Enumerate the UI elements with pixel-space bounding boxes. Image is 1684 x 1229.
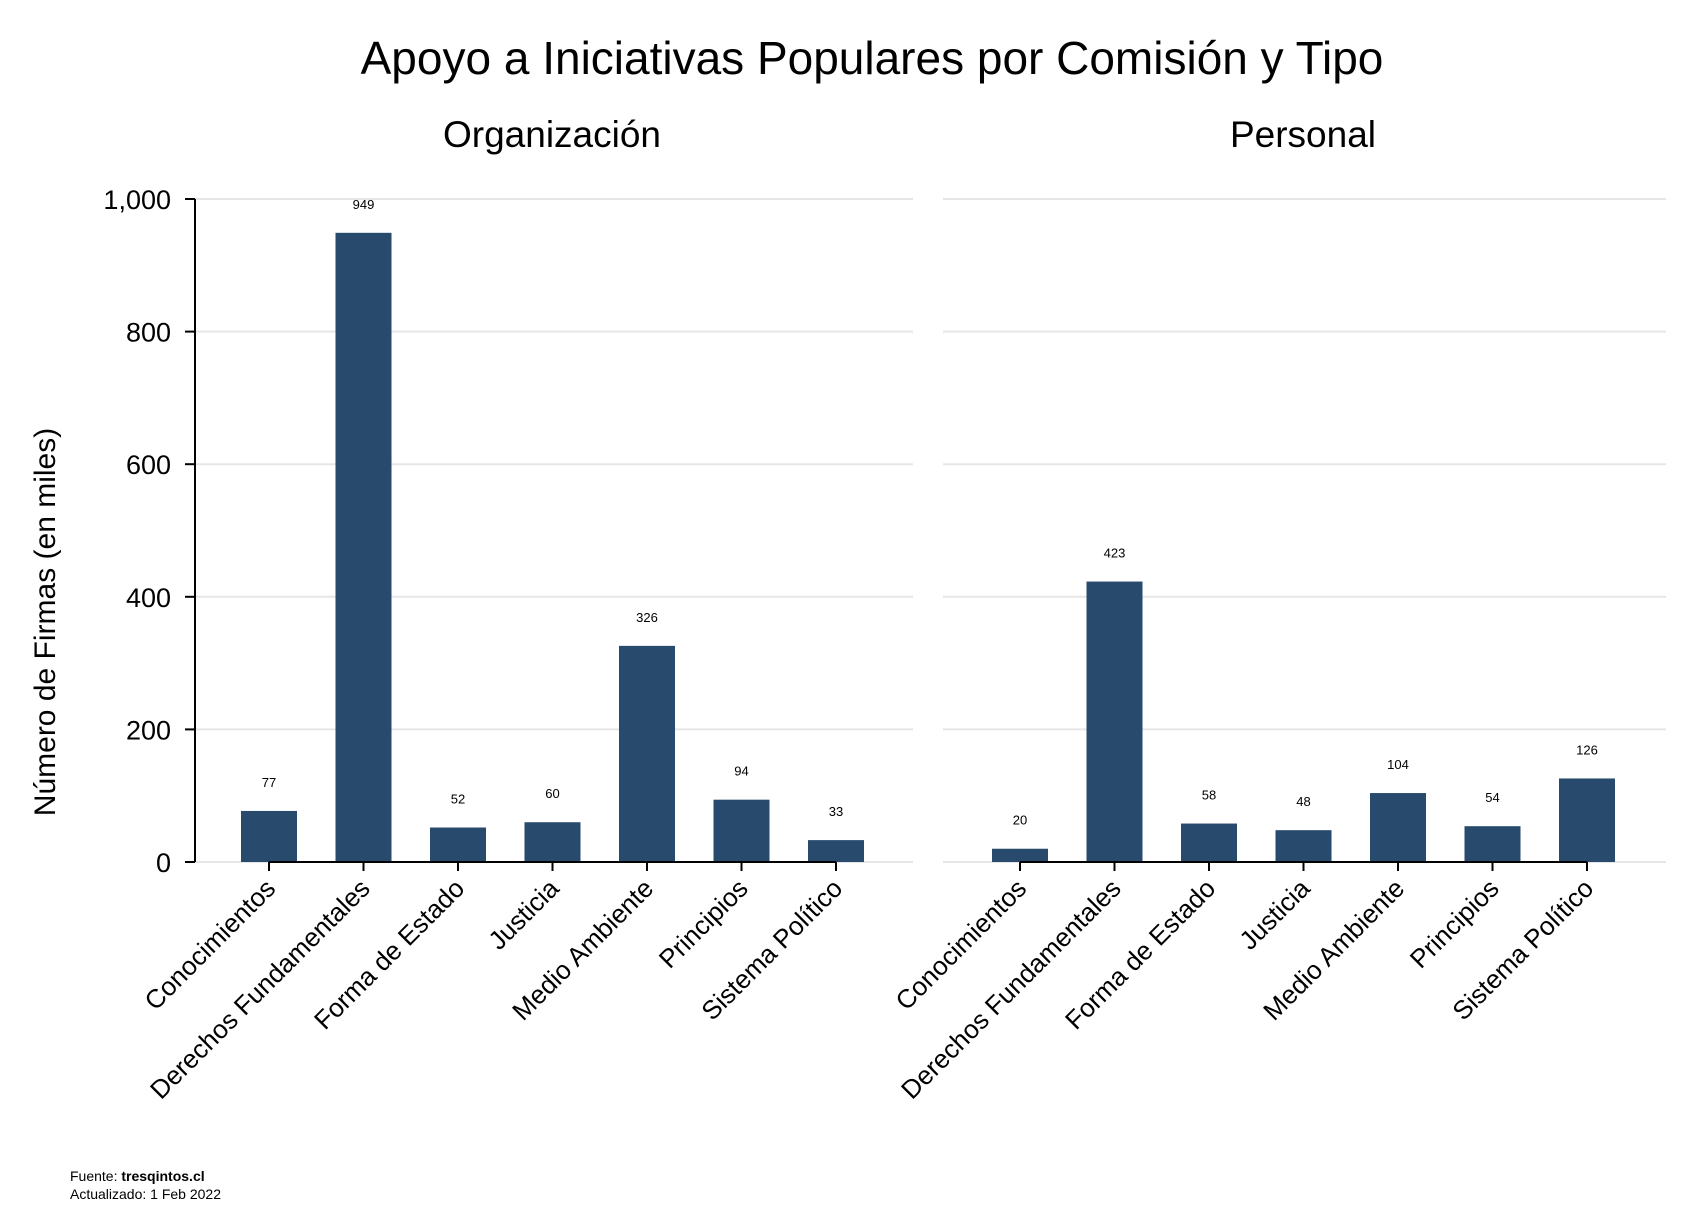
y-tick-label: 0	[156, 848, 171, 878]
bar	[808, 840, 864, 862]
data-label: 77	[262, 775, 276, 790]
data-label: 949	[353, 197, 375, 212]
x-tick-label: Justicia	[1233, 873, 1316, 956]
panel-title: Organización	[443, 114, 661, 155]
data-label: 423	[1104, 546, 1126, 561]
bar	[992, 848, 1048, 862]
y-tick-label: 600	[126, 450, 171, 480]
data-label: 94	[734, 764, 748, 779]
x-tick-label: Justicia	[482, 873, 565, 956]
data-label: 58	[1202, 788, 1216, 803]
bar	[619, 645, 675, 862]
footer-source-value: tresqintos.cl	[121, 1168, 204, 1184]
data-label: 33	[829, 804, 843, 819]
footer-source-label: Fuente:	[70, 1168, 121, 1184]
data-label: 126	[1576, 742, 1598, 757]
bar	[1181, 823, 1237, 862]
bar	[241, 810, 297, 862]
bar	[1275, 830, 1332, 862]
data-label: 326	[636, 610, 658, 625]
bar	[1559, 778, 1615, 862]
panel-1: Organización02004006008001,00077Conocimi…	[103, 114, 913, 1105]
bar	[524, 822, 581, 862]
data-label: 104	[1387, 757, 1409, 772]
y-tick-label: 1,000	[103, 185, 171, 215]
x-tick-label: Principios	[653, 873, 754, 974]
bar	[430, 827, 486, 862]
data-label: 52	[451, 792, 465, 807]
footer-updated: Actualizado: 1 Feb 2022	[70, 1186, 221, 1202]
panels-layer: Organización02004006008001,00077Conocimi…	[103, 114, 1666, 1105]
data-label: 20	[1013, 813, 1027, 828]
bar	[1370, 793, 1426, 862]
data-label: 48	[1296, 794, 1310, 809]
bar	[1086, 581, 1143, 862]
bar	[1464, 826, 1521, 862]
panel-title: Personal	[1230, 114, 1376, 155]
y-tick-label: 400	[126, 583, 171, 613]
x-tick-label: Principios	[1404, 873, 1505, 974]
bar	[713, 799, 770, 862]
y-axis-label: Número de Firmas (en miles)	[29, 428, 62, 816]
y-tick-label: 200	[126, 715, 171, 745]
chart-title: Apoyo a Iniciativas Populares por Comisi…	[361, 32, 1384, 84]
y-tick-label: 800	[126, 318, 171, 348]
bar	[335, 232, 392, 863]
footer-source: Fuente: tresqintos.cl	[70, 1168, 205, 1184]
data-label: 54	[1485, 790, 1499, 805]
data-label: 60	[545, 786, 559, 801]
